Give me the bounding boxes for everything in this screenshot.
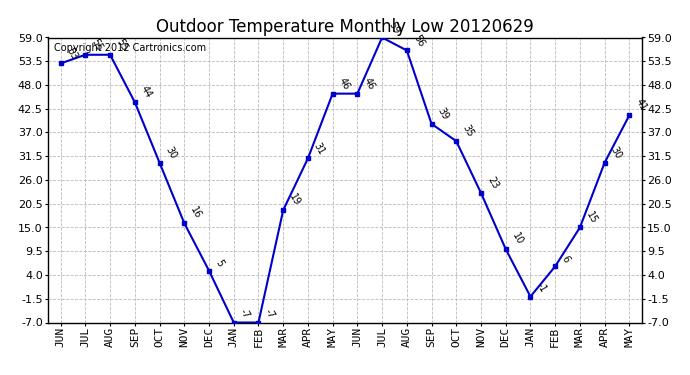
- Text: 31: 31: [312, 141, 327, 156]
- Text: 46: 46: [362, 76, 376, 92]
- Text: -7: -7: [238, 307, 251, 320]
- Text: -7: -7: [263, 307, 276, 320]
- Text: 5: 5: [213, 258, 225, 268]
- Text: 19: 19: [287, 192, 302, 208]
- Text: 56: 56: [411, 33, 426, 48]
- Text: 44: 44: [139, 84, 154, 100]
- Text: 55: 55: [115, 37, 129, 52]
- Text: 10: 10: [510, 231, 524, 247]
- Text: 39: 39: [435, 106, 451, 122]
- Text: Copyright 2012 Cartronics.com: Copyright 2012 Cartronics.com: [55, 43, 206, 53]
- Text: 59: 59: [386, 20, 401, 35]
- Text: 41: 41: [633, 98, 649, 113]
- Text: 35: 35: [460, 123, 475, 139]
- Text: 46: 46: [337, 76, 352, 92]
- Text: -1: -1: [535, 281, 548, 294]
- Title: Outdoor Temperature Monthly Low 20120629: Outdoor Temperature Monthly Low 20120629: [156, 18, 534, 36]
- Text: 23: 23: [485, 175, 500, 191]
- Text: 15: 15: [584, 210, 599, 225]
- Text: 55: 55: [90, 37, 104, 52]
- Text: 16: 16: [188, 206, 204, 221]
- Text: 30: 30: [164, 145, 179, 160]
- Text: 53: 53: [65, 45, 79, 61]
- Text: 6: 6: [560, 254, 571, 264]
- Text: 30: 30: [609, 145, 624, 160]
